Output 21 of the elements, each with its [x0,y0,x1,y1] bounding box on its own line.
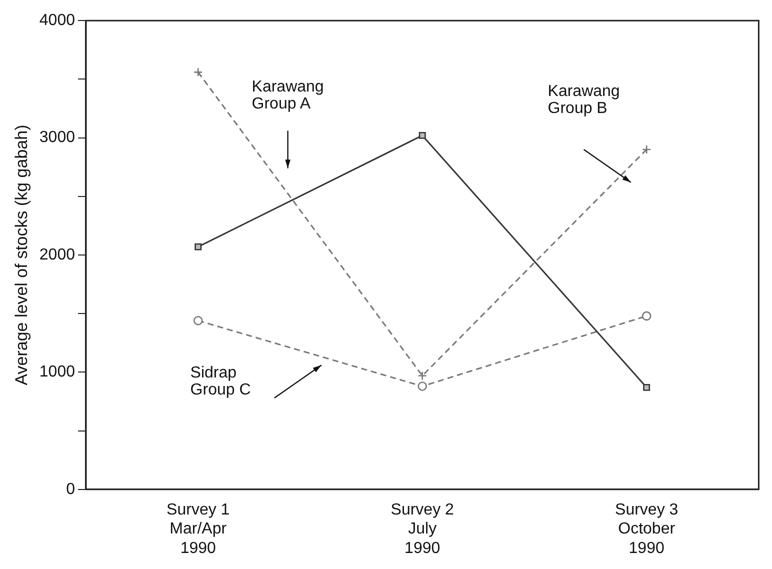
point [193,316,203,326]
point [194,243,202,250]
y-tick-label: 1000 [39,364,76,381]
point [418,382,427,391]
y-tick-label: 0 [66,480,76,498]
x-tick-label: Survey 2 July 1990 [390,501,454,557]
series-label: Sidrap Group C [190,364,251,398]
y-tick-label: 4000 [39,12,76,30]
point [642,144,652,154]
y-tick-label: 2000 [39,246,76,264]
point [193,68,203,77]
point [642,311,652,321]
text: Karawang Group A [252,78,324,113]
y-tick-label: 3000 [39,129,76,146]
point [643,384,650,391]
text: Karawang Group B [548,83,620,118]
x-tick-label: Survey 1 Mar/Apr 1990 [166,501,230,557]
point [418,371,427,380]
x-tick-label: Survey 3 October 1990 [615,501,678,557]
y-axis-title: Average level of stocks (kg gabah) [12,124,31,386]
point [418,132,426,139]
